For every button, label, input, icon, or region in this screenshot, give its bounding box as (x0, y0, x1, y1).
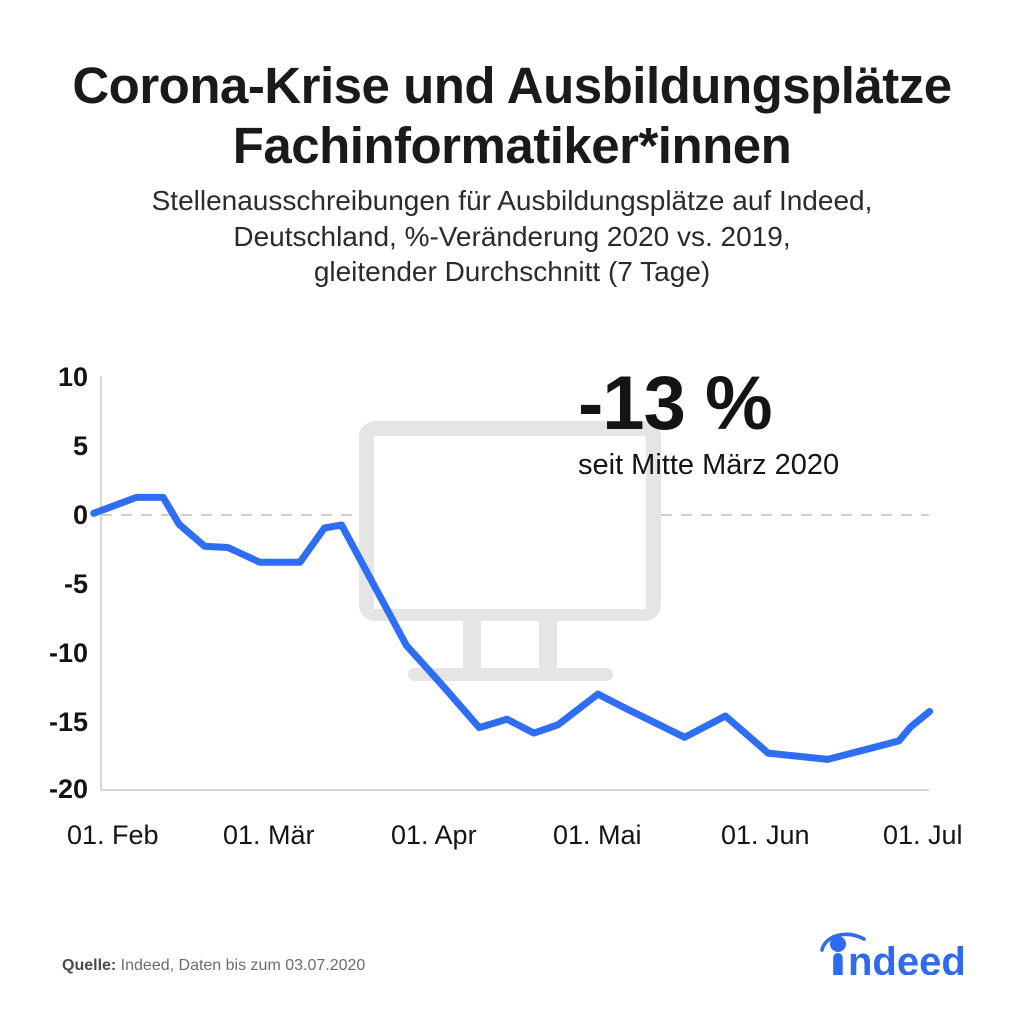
svg-text:5: 5 (73, 431, 88, 461)
svg-text:-5: -5 (64, 569, 88, 599)
svg-text:ndeed: ndeed (848, 940, 966, 975)
svg-text:10: 10 (58, 362, 88, 392)
svg-text:-20: -20 (49, 774, 88, 804)
svg-text:0: 0 (73, 500, 88, 530)
svg-text:-15: -15 (49, 707, 88, 737)
svg-text:-10: -10 (49, 638, 88, 668)
